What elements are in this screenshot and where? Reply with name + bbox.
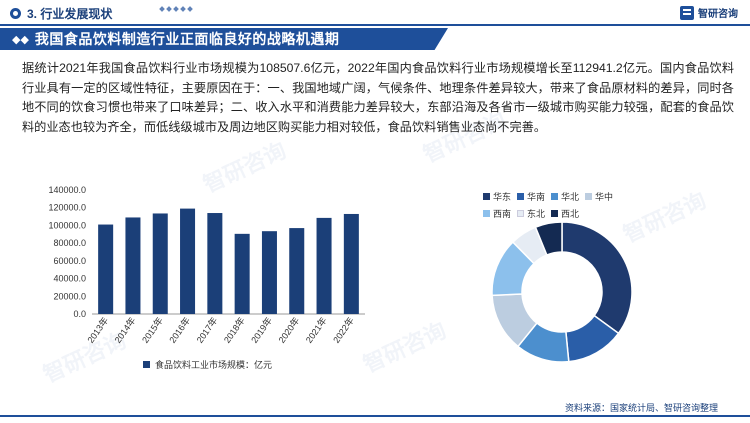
x-tick-label: 2013年	[85, 315, 111, 345]
section-header: 3. 行业发展现状	[0, 0, 112, 26]
legend-label: 华东	[493, 192, 512, 202]
logo-icon	[680, 5, 694, 20]
bar	[289, 228, 305, 314]
legend-item: 华南	[517, 190, 545, 203]
bar-chart-svg: 0.0 20000.0 40000.0 60000.0 80000.0 100000.0 1…	[48, 185, 365, 370]
source-note: 资料来源：国家统计局、智研咨询整理	[564, 403, 718, 413]
bar-chart: 0.0 20000.0 40000.0 60000.0 80000.0 100000.0 1…	[40, 180, 370, 380]
bar	[207, 213, 223, 314]
donut-slice	[561, 221, 633, 335]
bar	[125, 217, 141, 314]
x-tick-label: 2021年	[303, 315, 329, 345]
legend-label: 食品饮料工业市场规模：亿元	[155, 359, 272, 370]
legend-label: 西南	[493, 209, 512, 219]
page-title: 我国食品饮料制造行业正面临良好的战略机遇期	[34, 31, 340, 47]
legend-label: 华南	[527, 192, 546, 202]
legend-swatch	[483, 193, 490, 200]
bar	[180, 208, 196, 314]
legend-item: 华中	[585, 190, 613, 203]
bar	[343, 213, 359, 314]
section-title: 3. 行业发展现状	[27, 6, 113, 21]
x-tick-label: 2018年	[221, 315, 247, 345]
x-tick-label: 2017年	[194, 315, 220, 345]
legend-item: 东北	[517, 207, 545, 220]
y-tick-label: 0.0	[73, 309, 86, 319]
legend-swatch	[551, 193, 559, 200]
donut-chart-svg	[491, 221, 633, 363]
legend-label: 西北	[561, 209, 580, 219]
legend-swatch	[517, 193, 525, 200]
body-paragraph: 据统计2021年我国食品饮料行业市场规模为108507.6亿元，2022年国内食…	[22, 61, 734, 134]
donut-chart	[476, 218, 636, 368]
legend-swatch	[551, 210, 559, 217]
footer-divider	[0, 415, 750, 417]
donut-slice	[534, 221, 563, 256]
watermark: 智研咨询	[359, 317, 450, 378]
title-banner: ◆◆ 我国食品饮料制造行业正面临良好的战略机遇期	[0, 28, 448, 50]
legend-item: 西南	[483, 207, 511, 220]
top-header: 3. 行业发展现状 智研咨询	[0, 0, 750, 26]
legend-item: 华东	[483, 190, 511, 203]
y-tick-label: 40000.0	[53, 274, 86, 284]
legend-label: 华中	[595, 192, 614, 202]
y-tick-label: 20000.0	[53, 291, 86, 301]
legend-label: 华北	[561, 192, 580, 202]
decorative-diamonds	[159, 6, 193, 12]
brand-logo: 智研咨询	[680, 5, 738, 20]
header-divider	[0, 24, 750, 26]
bar	[98, 224, 114, 314]
bar	[152, 213, 168, 314]
legend-label: 东北	[527, 209, 546, 219]
x-tick-label: 2019年	[248, 315, 274, 345]
legend-swatch	[143, 361, 150, 368]
legend-item: 华北	[551, 190, 579, 203]
y-tick-label: 100000.0	[48, 220, 86, 230]
y-tick-label: 120000.0	[48, 203, 86, 213]
bar	[261, 231, 277, 314]
bar	[316, 217, 332, 314]
legend-swatch	[517, 210, 525, 217]
donut-legend: 华东 华南 华北 华中西南 东北 西北	[483, 190, 653, 220]
logo-text: 智研咨询	[698, 9, 738, 20]
x-tick-label: 2015年	[139, 315, 165, 345]
legend-item: 西北	[551, 207, 579, 220]
section-bullet-icon	[10, 7, 21, 19]
y-tick-label: 60000.0	[53, 256, 86, 266]
y-tick-label: 80000.0	[53, 238, 86, 248]
double-diamond-icon: ◆◆	[12, 33, 29, 46]
x-tick-label: 2020年	[276, 315, 302, 345]
y-tick-label: 140000.0	[48, 185, 86, 195]
x-tick-label: 2014年	[112, 315, 138, 345]
bar	[234, 233, 250, 314]
x-tick-label: 2016年	[167, 315, 193, 345]
legend-swatch	[585, 193, 593, 200]
legend-swatch	[483, 210, 490, 217]
x-tick-label: 2022年	[330, 315, 356, 345]
